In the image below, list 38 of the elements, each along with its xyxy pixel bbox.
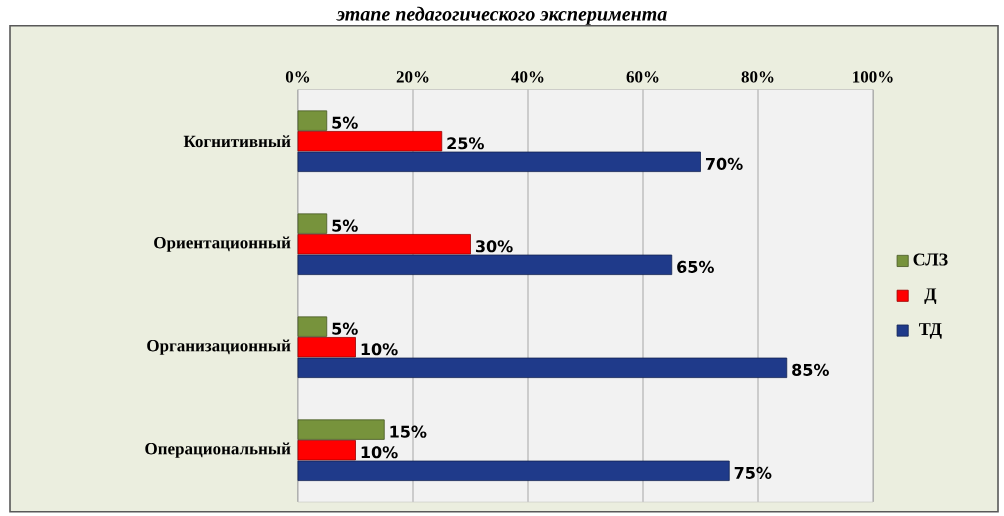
data-label: 65% xyxy=(677,260,714,274)
data-label: 30% xyxy=(475,240,513,253)
data-label: 70% xyxy=(705,157,743,171)
data-label: 75% xyxy=(734,466,772,480)
data-label: 25% xyxy=(447,137,484,150)
bar xyxy=(297,460,730,482)
data-label: 10% xyxy=(361,343,398,356)
x-tick-label: 60% xyxy=(626,71,659,83)
data-label: 85% xyxy=(792,363,829,377)
x-tick-label: 20% xyxy=(396,71,429,83)
x-tick-label: 40% xyxy=(511,71,544,83)
x-tick-label: 100% xyxy=(853,71,893,83)
legend-label: Д xyxy=(924,288,937,305)
bar xyxy=(297,213,328,234)
data-label: 5% xyxy=(332,322,358,335)
bar xyxy=(297,357,788,379)
bar xyxy=(297,337,356,358)
bar xyxy=(297,440,356,461)
data-label: 15% xyxy=(390,425,427,438)
legend-label: ТД xyxy=(919,323,942,339)
bar xyxy=(297,316,328,337)
bar xyxy=(297,234,471,255)
x-tick-label: 0% xyxy=(285,71,310,83)
data-label: 10% xyxy=(361,446,398,459)
x-tick-label: 80% xyxy=(741,71,774,83)
legend-label: СЛЗ xyxy=(913,253,948,266)
y-tick-label: Организационный xyxy=(147,339,291,356)
bar xyxy=(297,110,328,131)
bar xyxy=(297,419,385,440)
y-tick-label: Ориентационный xyxy=(154,236,291,253)
bar xyxy=(297,131,443,152)
bar xyxy=(297,151,701,173)
bar xyxy=(297,254,673,276)
data-label: 5% xyxy=(332,116,358,129)
data-label: 5% xyxy=(332,219,358,232)
y-tick-label: Операциональный xyxy=(145,442,291,459)
y-tick-label: Когнитивный xyxy=(183,135,291,148)
chart-title: этапе педагогического эксперимента xyxy=(336,6,667,25)
